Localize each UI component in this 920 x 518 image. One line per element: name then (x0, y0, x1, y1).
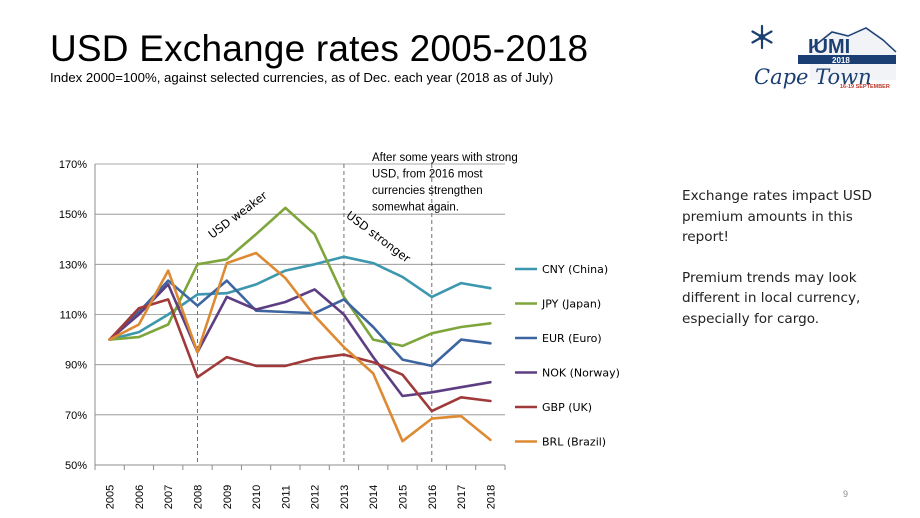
series-line-jpy (108, 206, 492, 348)
x-tick-label: 2014 (368, 485, 380, 509)
logo-year-text: 2018 (832, 56, 850, 65)
legend-label-eur: EUR (Euro) (542, 332, 602, 345)
annotation-strong-usd-line: somewhat again. (372, 202, 459, 214)
x-tick-label: 2018 (485, 485, 497, 509)
y-tick-label: 90% (65, 360, 87, 372)
snowflake-icon (751, 24, 773, 50)
iumi-cape-town-logo: IUMI 2018 Cape Town 16-19 SEPTEMBER (751, 24, 897, 90)
x-tick-label: 2015 (398, 485, 410, 509)
x-tick-label: 2006 (134, 485, 146, 509)
x-tick-label: 2013 (339, 485, 351, 509)
side-note-paragraph-1: Exchange rates impact USD premium amount… (682, 188, 872, 246)
legend-label-cny: CNY (China) (542, 263, 608, 276)
annotation-usd-weaker: USD weaker (206, 188, 270, 241)
side-note-paragraph-2: Premium trends may look different in loc… (682, 269, 861, 327)
slide-title: USD Exchange rates 2005-2018 (50, 28, 589, 69)
annotation-strong-usd-line: USD, from 2016 most (372, 169, 483, 181)
logo-year-band (798, 55, 896, 64)
legend-label-nok: NOK (Norway) (542, 367, 620, 380)
y-tick-label: 130% (59, 259, 87, 271)
logo-dates-text: 16-19 SEPTEMBER (840, 84, 890, 90)
y-tick-label: 50% (65, 460, 87, 472)
x-tick-label: 2007 (163, 485, 175, 509)
y-tick-label: 150% (59, 209, 87, 221)
annotation-layer: USD weaker USD stronger After some years w… (206, 152, 518, 266)
x-tick-label: 2005 (105, 485, 117, 509)
x-tick-label: 2008 (193, 485, 205, 509)
side-note: Exchange rates impact USD premium amount… (682, 186, 892, 330)
legend-layer: CNY (China) JPY (Japan) EUR (Euro) NOK (Nor… (515, 263, 620, 449)
x-tick-label: 2011 (280, 485, 292, 509)
logo-city-text: Cape Town (754, 65, 872, 89)
series-line-eur (108, 279, 492, 368)
grid-layer (95, 163, 505, 416)
slide-subtitle: Index 2000=100%, against selected curren… (50, 70, 554, 85)
y-tick-label: 70% (65, 410, 87, 422)
legend-label-gbp: GBP (UK) (542, 401, 592, 414)
series-layer (108, 206, 492, 443)
mountain-outline (811, 27, 897, 53)
x-tick-label: 2010 (251, 485, 263, 509)
x-tick-label: 2016 (427, 485, 439, 509)
mountain-shape (810, 26, 896, 80)
legend-label-jpy: JPY (Japan) (541, 298, 601, 311)
series-line-brl (108, 251, 492, 443)
legend-label-brl: BRL (Brazil) (542, 436, 606, 449)
x-tick-label: 2017 (456, 485, 468, 509)
y-tick-label: 170% (59, 159, 87, 171)
annotation-strong-usd-line: After some years with strong (372, 152, 518, 164)
axis-layer: 50% 70% 90% 110% 130% 150% 170% 2005 2006 2007 200… (59, 159, 506, 509)
x-tick-label: 2009 (222, 485, 234, 509)
series-line-gbp (108, 298, 492, 413)
y-tick-label: 110% (60, 310, 88, 322)
logo-brand-text: IUMI (808, 36, 850, 58)
annotation-strong-usd-line: currencies strengthen (372, 185, 483, 197)
page-number: 9 (843, 489, 849, 499)
x-tick-label: 2012 (310, 485, 322, 509)
annotation-usd-stronger: USD stronger (344, 208, 414, 265)
